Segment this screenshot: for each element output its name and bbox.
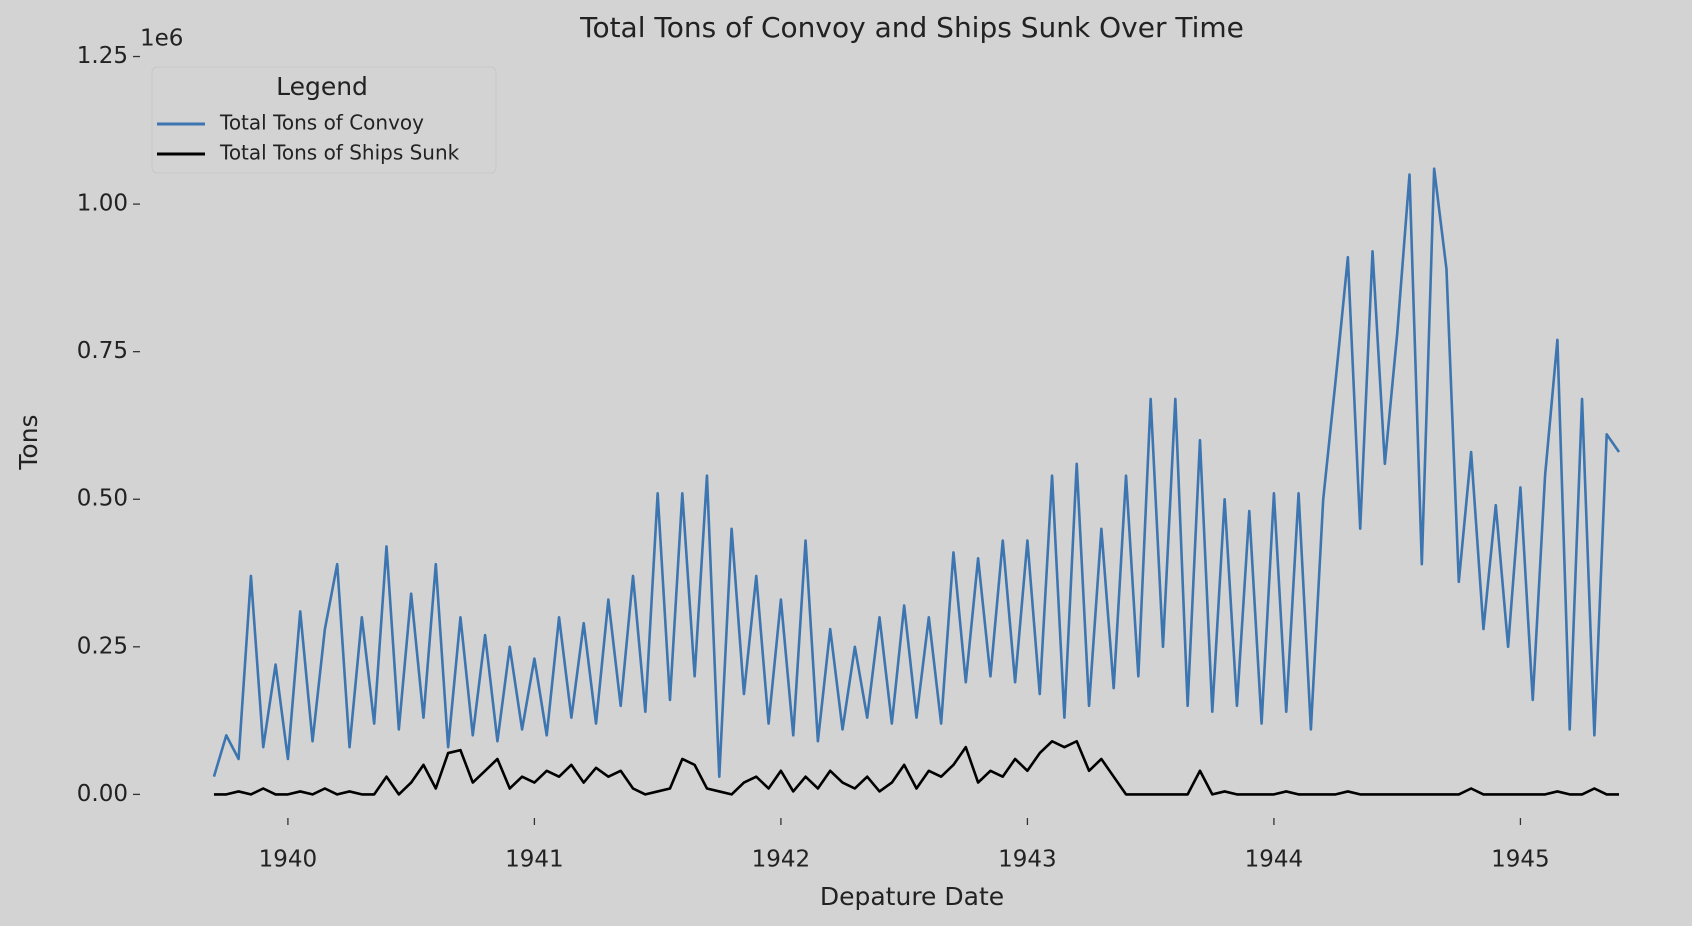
- legend-label: Total Tons of Ships Sunk: [219, 141, 460, 165]
- x-tick-label: 1941: [505, 847, 564, 873]
- series-line: [212, 167, 1621, 778]
- y-tick-label: 0.75: [77, 338, 128, 364]
- y-tick-label: 1.00: [77, 191, 128, 217]
- y-tick-label: 0.00: [77, 781, 128, 807]
- x-tick-label: 1944: [1245, 847, 1304, 873]
- legend-box: [151, 66, 497, 174]
- series-line: [213, 739, 1620, 796]
- legend: Legend Total Tons of Convoy Total Tons of…: [151, 66, 497, 174]
- y-tick-label: 1.25: [77, 43, 128, 69]
- chart-title: Total Tons of Convoy and Ships Sunk Over…: [579, 11, 1244, 44]
- legend-label: Total Tons of Convoy: [219, 111, 424, 135]
- x-tick-label: 1943: [998, 847, 1057, 873]
- y-axis-label: Tons: [14, 414, 43, 470]
- y-tick-label: 0.50: [77, 486, 128, 512]
- x-tick-label: 1940: [259, 847, 318, 873]
- x-tick-label: 1945: [1491, 847, 1550, 873]
- y-tick-label: 0.25: [77, 633, 128, 659]
- y-offset-label: 1e6: [140, 26, 183, 52]
- legend-title: Legend: [276, 72, 368, 101]
- x-tick-label: 1942: [752, 847, 811, 873]
- x-axis-label: Depature Date: [820, 882, 1004, 911]
